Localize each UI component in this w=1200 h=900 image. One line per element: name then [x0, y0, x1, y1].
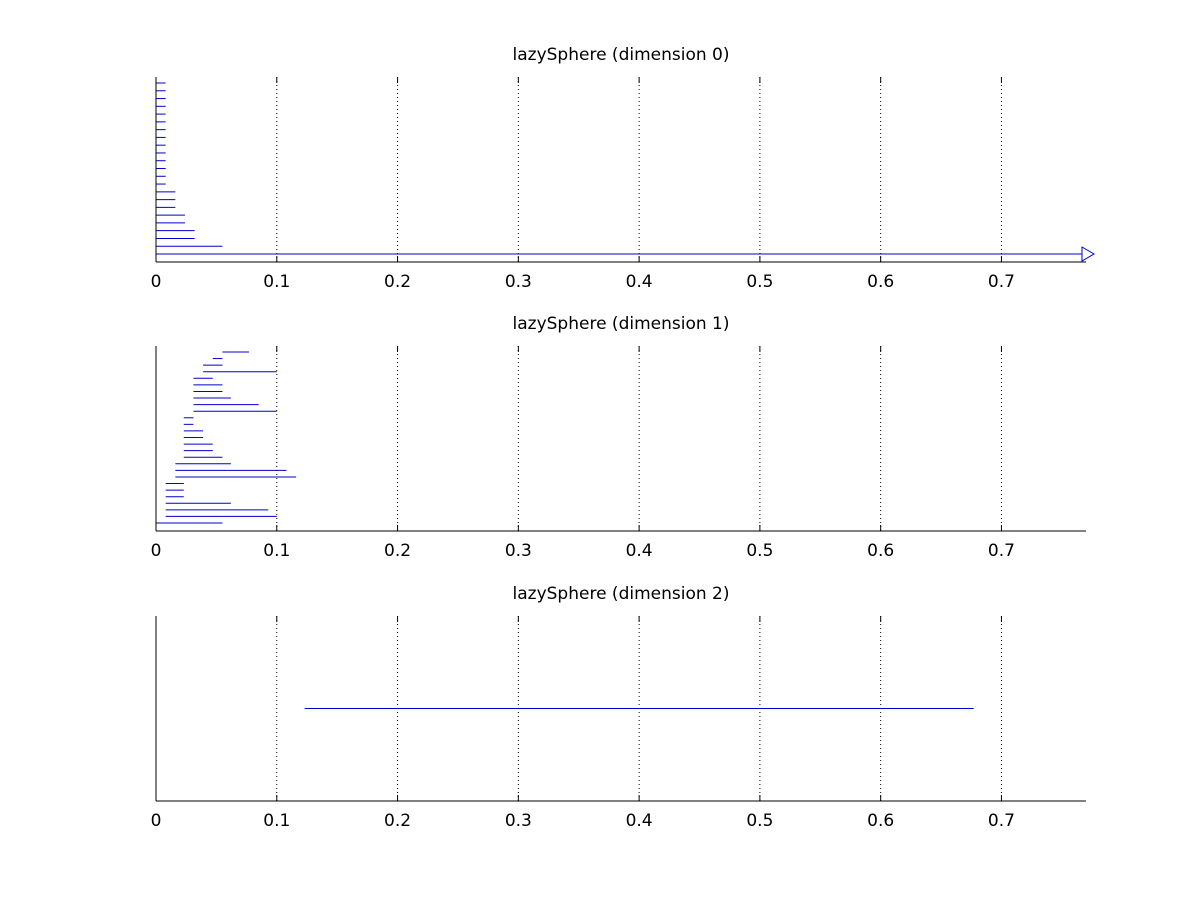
x-tick-label: 0.5: [746, 541, 773, 561]
x-tick-label: 0.3: [505, 541, 532, 561]
x-tick-label: 0.2: [384, 272, 411, 292]
x-tick-label: 0.6: [867, 811, 894, 831]
x-tick-label: 0.7: [988, 811, 1015, 831]
x-tick-label: 0.7: [988, 272, 1015, 292]
x-tick-label: 0.4: [626, 811, 653, 831]
x-tick-label: 0.2: [384, 541, 411, 561]
infinity-arrow-icon: [1081, 246, 1095, 262]
x-tick-label: 0.3: [505, 272, 532, 292]
x-tick-label: 0.6: [867, 272, 894, 292]
barcode-panel-dimension-0: lazySphere (dimension 0) 0 0.1 0.2 0.3 0.4 0.5…: [151, 45, 1095, 292]
x-tick-label: 0.1: [263, 541, 290, 561]
barcode-panel-dimension-2: lazySphere (dimension 2) 0 0.1 0.2 0.3 0.4 0.5…: [151, 584, 1086, 831]
x-tick-label: 0.5: [746, 272, 773, 292]
x-tick-label: 0: [151, 272, 162, 292]
x-tick-label: 0.1: [263, 811, 290, 831]
x-tick-label: 0: [151, 811, 162, 831]
barcode-panel-dimension-1: lazySphere (dimension 1) 0 0.1 0.2 0.3 0.4 0.5…: [151, 314, 1086, 561]
x-tick-label: 0.6: [867, 541, 894, 561]
x-tick-label: 0.3: [505, 811, 532, 831]
x-tick-label: 0.5: [746, 811, 773, 831]
x-tick-label: 0.4: [626, 272, 653, 292]
x-tick-label: 0: [151, 541, 162, 561]
x-tick-label: 0.1: [263, 272, 290, 292]
x-tick-label: 0.7: [988, 541, 1015, 561]
x-tick-label: 0.2: [384, 811, 411, 831]
chart-title: lazySphere (dimension 1): [513, 314, 730, 334]
chart-title: lazySphere (dimension 0): [513, 45, 730, 65]
x-tick-label: 0.4: [626, 541, 653, 561]
chart-title: lazySphere (dimension 2): [513, 584, 730, 604]
